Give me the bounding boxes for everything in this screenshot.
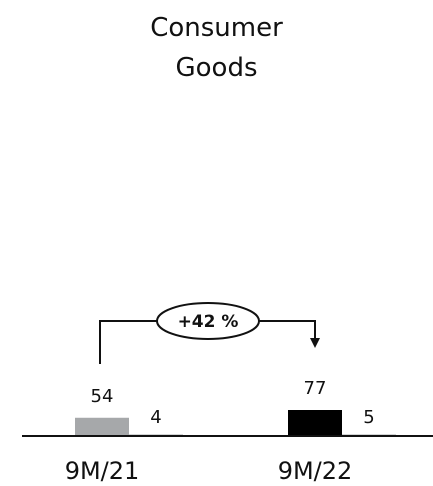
value-label-secondary-9M-22: 5	[363, 407, 374, 428]
growth-badge	[156, 302, 260, 340]
growth-arrow	[256, 320, 320, 348]
growth-connector-left	[99, 320, 160, 364]
value-label-primary-9M-21: 54	[91, 386, 114, 407]
chart-title-line-1: Consumer	[150, 13, 283, 43]
chart-title-line-2: Goods	[175, 53, 258, 83]
growth-badge-label: +42 %	[178, 312, 239, 332]
category-label-9M-22: 9M/22	[278, 457, 353, 485]
chart-title: Consumer Goods	[0, 8, 433, 88]
chart-marks: 54 4 9M/21 77 5 9M/22	[65, 378, 396, 485]
category-label-9M-21: 9M/21	[65, 457, 140, 485]
bar-primary-9M-22	[288, 410, 342, 436]
bar-primary-9M-21	[75, 417, 129, 436]
value-label-primary-9M-22: 77	[304, 378, 327, 399]
value-label-secondary-9M-21: 4	[150, 407, 161, 428]
